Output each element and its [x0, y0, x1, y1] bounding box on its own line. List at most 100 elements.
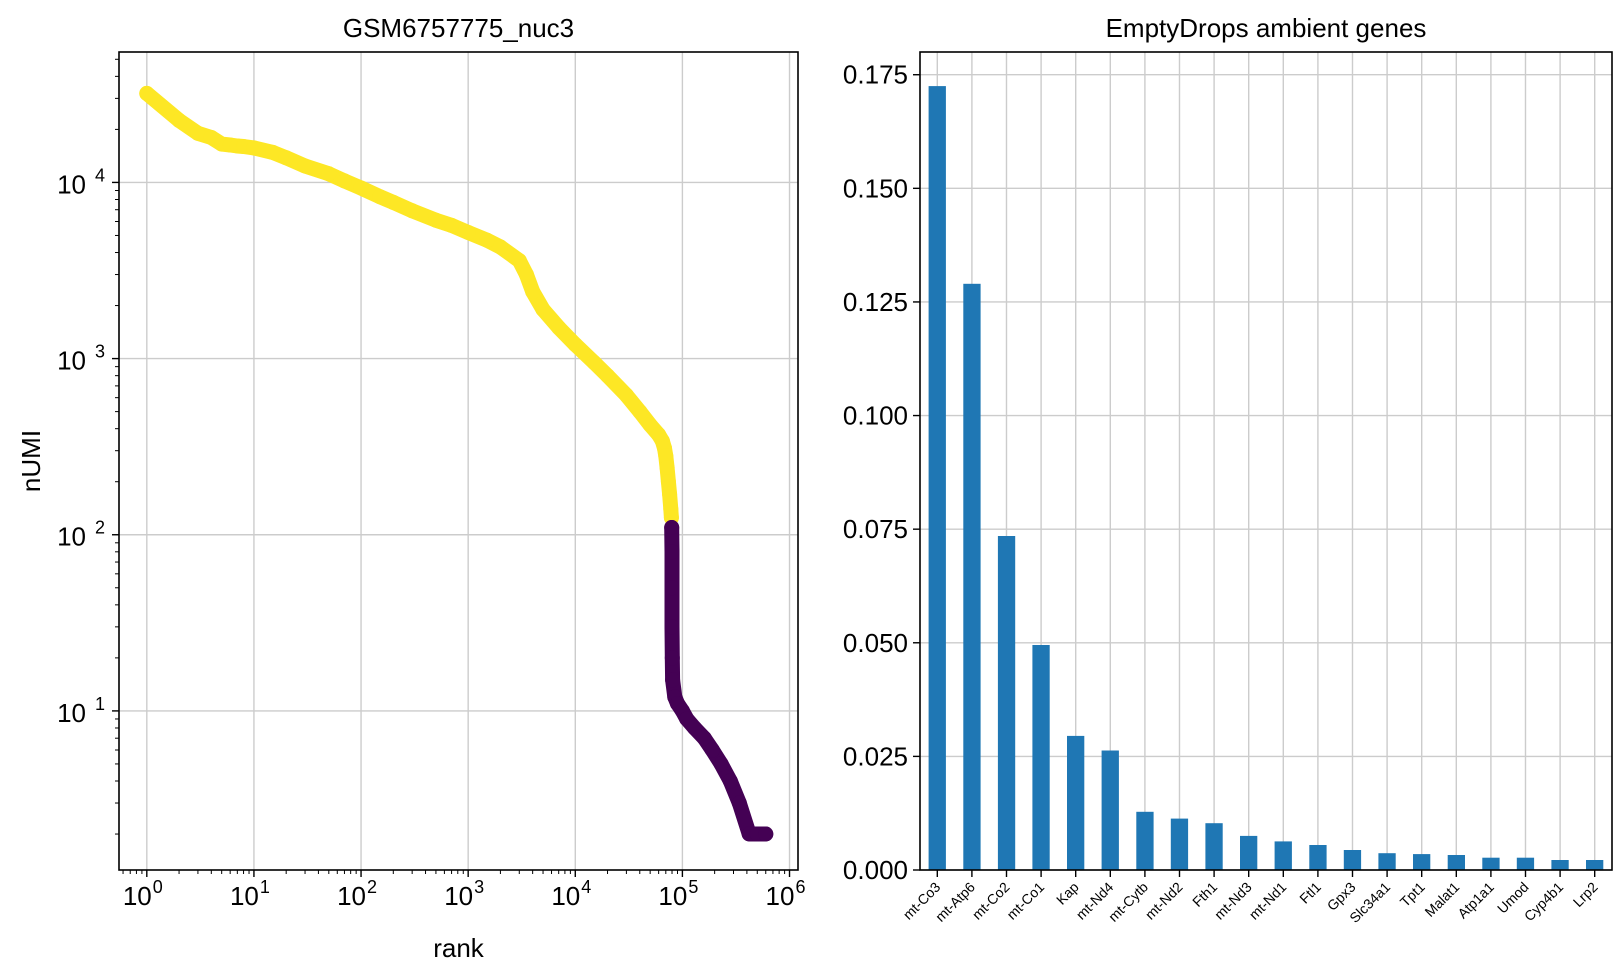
bar-y-tick-label: 0.150: [843, 173, 908, 203]
cell-barcode-point: [632, 404, 648, 420]
cell-barcode-point: [278, 150, 294, 166]
bar-umod: [1516, 857, 1535, 870]
knee-y-tick-label: 10 2: [57, 518, 105, 552]
knee-plot-title: GSM6757775_nuc3: [343, 13, 574, 43]
bar-x-tick-label: mt-Co2: [969, 879, 1013, 923]
ambient-genes-bar-chart: 0.000 0.025 0.050 0.075 0.100 0.125 0.150 0.175…: [843, 13, 1613, 926]
cell-barcode-point: [586, 355, 602, 370]
bar-mt-co3: [928, 86, 946, 871]
cell-barcode-point: [444, 217, 460, 233]
bar-malat1: [1447, 855, 1465, 870]
bar-chart-title: EmptyDrops ambient genes: [1106, 13, 1427, 43]
cell-barcode-point: [460, 225, 476, 240]
cell-barcode-point: [297, 158, 313, 174]
cell-barcode-point: [171, 112, 187, 128]
bar-x-tick-label: Atp1a1: [1454, 879, 1497, 922]
bar-x-tick-label: mt-Cytb: [1105, 879, 1151, 925]
cell-barcode-point: [662, 486, 678, 502]
bar-y-tick-label: 0.125: [843, 287, 908, 317]
empty-droplet-point: [731, 795, 747, 811]
bar-mt-nd4: [1101, 750, 1119, 870]
knee-y-tick-label: 10 4: [57, 165, 105, 199]
knee-x-ticks: 100 101 102 103 104 105 106: [122, 870, 806, 911]
cell-barcode-point: [567, 337, 583, 353]
empty-droplet-point: [665, 672, 681, 688]
bar-gpx3: [1343, 850, 1362, 870]
knee-x-tick-label: 104: [551, 877, 591, 911]
knee-y-axis-label: nUMI: [16, 430, 46, 492]
cell-barcode-point: [372, 189, 388, 205]
knee-x-tick-label: 106: [766, 877, 806, 911]
cell-barcode-point: [618, 387, 634, 403]
bar-series: [928, 86, 1604, 871]
cell-barcode-point: [479, 232, 495, 248]
empty-droplet-point: [713, 756, 729, 772]
bar-x-tick-label: mt-Nd3: [1211, 879, 1255, 923]
empty-droplet-point: [758, 826, 774, 842]
cell-barcode-point: [246, 140, 262, 156]
knee-y-tick-label: 10 1: [57, 694, 105, 728]
knee-x-tick-label: 105: [658, 877, 698, 911]
cell-barcode-trace: [139, 85, 679, 526]
bar-atp1a1: [1482, 857, 1500, 870]
bar-x-tick-label: mt-Nd1: [1246, 879, 1290, 923]
bar-mt-atp6: [963, 283, 981, 870]
cell-barcode-point: [385, 194, 401, 210]
empty-droplet-point: [687, 720, 703, 736]
knee-x-tick-label: 103: [444, 877, 484, 911]
empty-droplet-point: [696, 730, 712, 746]
bar-x-tick-label: mt-Co1: [1003, 879, 1047, 923]
bar-x-tick-label: Lrp2: [1570, 879, 1601, 910]
empty-droplet-point: [704, 742, 720, 758]
bar-slc34a1: [1378, 853, 1396, 870]
bar-mt-nd3: [1240, 835, 1258, 870]
cell-barcode-point: [139, 85, 155, 101]
cell-barcode-point: [404, 203, 420, 219]
bar-mt-cytb: [1136, 811, 1154, 870]
bar-x-tick-label: mt-Atp6: [932, 879, 978, 925]
cell-barcode-point: [518, 267, 534, 282]
bar-x-tick-label: Malat1: [1421, 879, 1462, 920]
cell-barcode-point: [353, 180, 369, 196]
knee-plot-frame: [118, 51, 799, 871]
bar-lrp2: [1586, 860, 1604, 870]
empty-droplet-point: [664, 580, 680, 596]
knee-x-tick-label: 100: [123, 877, 163, 911]
knee-y-tick-label: 10 3: [57, 342, 105, 376]
bar-x-tick-label: Fth1: [1189, 879, 1220, 910]
empty-droplet-trace: [664, 520, 774, 842]
bar-x-tick-label: Kap: [1053, 879, 1082, 908]
bar-mt-nd1: [1274, 841, 1292, 870]
empty-droplet-point: [722, 773, 738, 789]
empty-droplet-point: [664, 650, 680, 666]
cell-barcode-point: [642, 417, 658, 433]
bar-y-tick-label: 0.025: [843, 741, 908, 771]
bar-gridlines: [920, 52, 1612, 871]
cell-barcode-point: [600, 368, 615, 384]
cell-barcode-point: [321, 166, 337, 182]
bar-fth1: [1205, 823, 1223, 870]
bar-mt-co2: [997, 536, 1016, 870]
cell-barcode-point: [428, 212, 444, 228]
bar-y-tick-label: 0.050: [843, 628, 908, 658]
knee-x-tick-label: 102: [337, 877, 377, 911]
bar-ftl1: [1309, 845, 1327, 870]
bar-x-tick-label: Ftl1: [1296, 879, 1324, 907]
knee-x-tick-label: 101: [230, 877, 270, 911]
bar-y-tick-label: 0.075: [843, 514, 908, 544]
bar-mt-co1: [1032, 645, 1050, 870]
bar-mt-nd2: [1170, 818, 1189, 870]
cell-barcode-point: [525, 284, 541, 300]
bar-y-tick-label: 0.100: [843, 401, 908, 431]
cell-barcode-point: [658, 448, 674, 464]
bar-x-tick-label: Cyp4b1: [1521, 879, 1567, 925]
bar-tpt1: [1413, 854, 1431, 870]
cell-barcode-point: [659, 460, 675, 476]
empty-droplet-point: [664, 619, 680, 635]
bar-kap: [1067, 735, 1085, 870]
bar-y-ticks: 0.000 0.025 0.050 0.075 0.100 0.125 0.150 0.175: [843, 60, 920, 885]
empty-droplet-point: [664, 544, 680, 560]
